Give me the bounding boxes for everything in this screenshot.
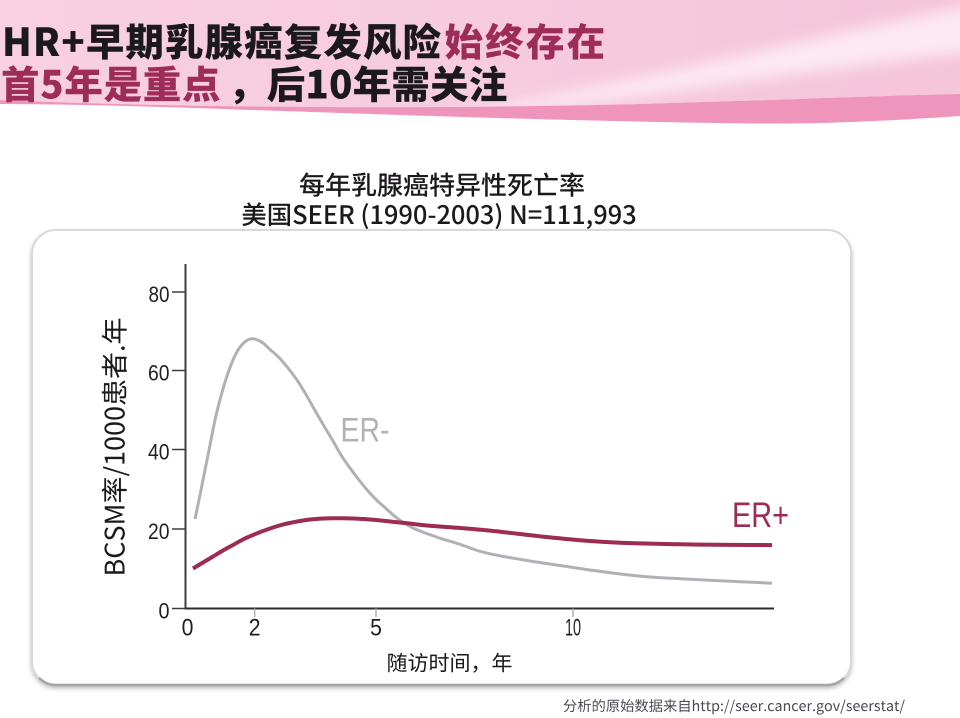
svg-text:5: 5 [370,614,382,641]
svg-text:0: 0 [182,614,194,641]
svg-text:80: 80 [149,282,170,307]
svg-text:2: 2 [249,614,261,641]
svg-text:ER-: ER- [341,412,390,450]
svg-text:10: 10 [565,614,581,641]
svg-text:0: 0 [159,598,170,623]
svg-text:60: 60 [148,360,170,385]
svg-text:20: 20 [148,519,170,544]
svg-text:40: 40 [148,439,170,464]
svg-text:ER+: ER+ [732,496,789,535]
